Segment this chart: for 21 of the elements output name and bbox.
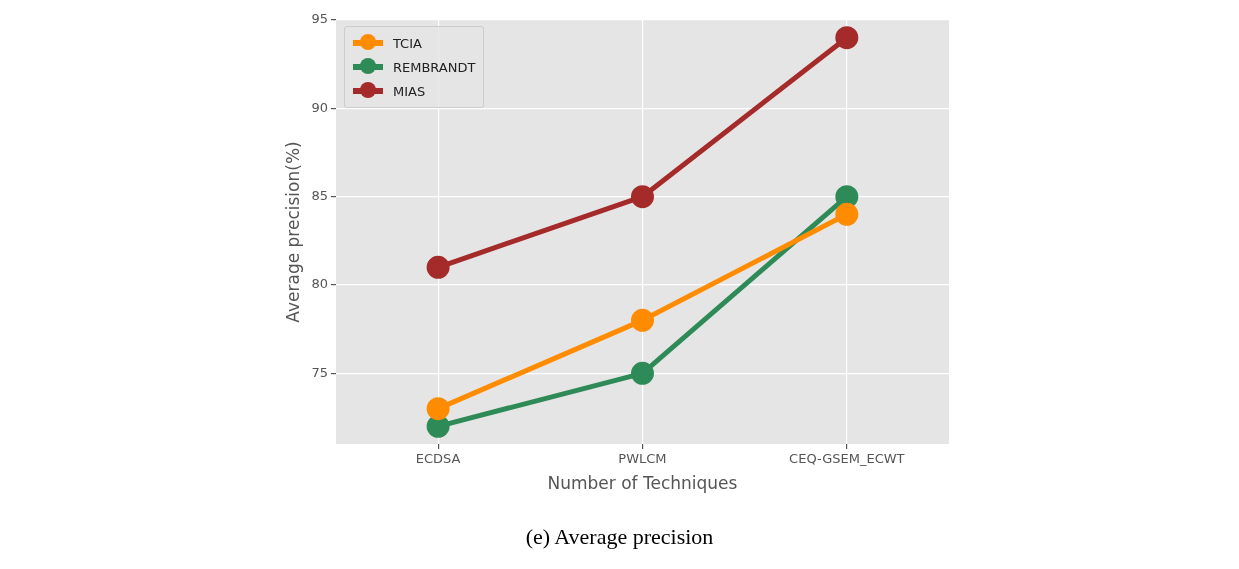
point [835,202,859,226]
x-axis-title: Number of Techniques [547,473,738,494]
point [630,185,654,209]
point [835,26,859,50]
legend-label: TCIA [392,35,422,51]
legend-label: MIAS [392,83,426,99]
point [426,255,450,279]
y-axis-title: Average precision(%) [282,141,303,323]
text: (e) Average precision [524,524,715,550]
x-tick-label: ECDSA [415,451,461,467]
y-tick-label: 75 [311,364,328,380]
point [426,397,450,421]
legend-label: REMBRANDT [392,59,476,75]
y-tick-label: 80 [311,276,328,292]
point [630,308,654,332]
point [630,361,654,385]
x-tick-label: PWLCM [618,451,667,467]
y-tick-label: 85 [311,188,328,204]
x-tick-label: CEQ-GSEM_ECWT [789,451,905,467]
y-tick-label: 90 [311,99,328,115]
y-tick-label: 95 [311,11,328,27]
